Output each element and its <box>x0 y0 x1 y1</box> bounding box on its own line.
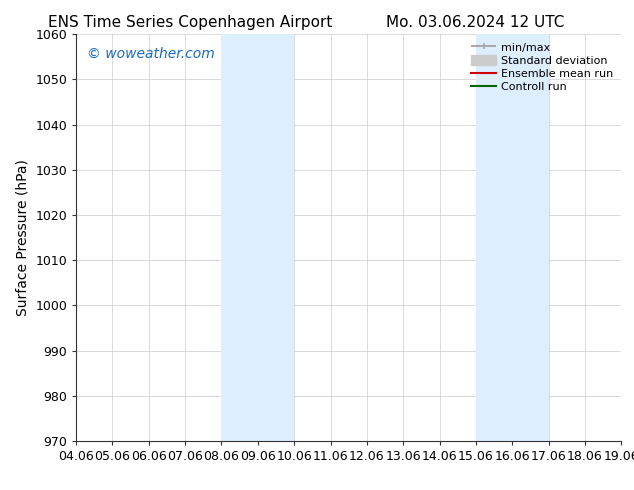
Text: Mo. 03.06.2024 12 UTC: Mo. 03.06.2024 12 UTC <box>386 15 565 30</box>
Bar <box>476 34 548 441</box>
Bar <box>221 34 294 441</box>
Legend: min/max, Standard deviation, Ensemble mean run, Controll run: min/max, Standard deviation, Ensemble me… <box>469 40 616 95</box>
Bar <box>476 34 548 441</box>
Text: © woweather.com: © woweather.com <box>87 47 215 60</box>
Bar <box>221 34 294 441</box>
Text: ENS Time Series Copenhagen Airport: ENS Time Series Copenhagen Airport <box>48 15 332 30</box>
Y-axis label: Surface Pressure (hPa): Surface Pressure (hPa) <box>16 159 30 316</box>
